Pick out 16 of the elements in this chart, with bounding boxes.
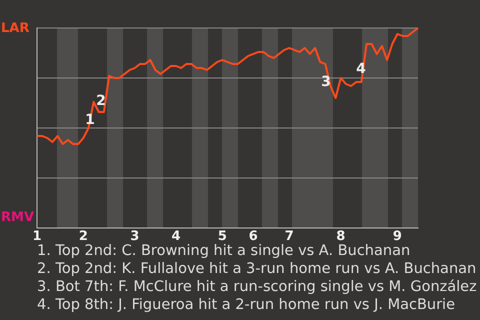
text: 3. Bot 7th: F. McClure hit a run-scoring single vs M. González <box>37 278 477 296</box>
x-tick-label: 7 <box>284 229 294 244</box>
x-tick-label: 2 <box>78 229 88 244</box>
text: 4. Top 8th: J. Figueroa hit a 2-run home run vs J. MacBurie <box>37 296 456 314</box>
x-tick-label: 3 <box>130 229 140 244</box>
x-tick-label: 9 <box>392 229 402 244</box>
x-tick-label: 4 <box>171 229 181 244</box>
text: LAR <box>1 21 30 36</box>
x-tick-label: 8 <box>336 229 346 244</box>
text: RMV <box>1 210 34 225</box>
annotation: 2 <box>96 93 106 109</box>
text: 2. Top 2nd: K. Fullalove hit a 3-run home run vs A. Buchanan <box>37 260 477 278</box>
x-tick-label: 5 <box>218 229 227 244</box>
text: 1. Top 2nd: C. Browning hit a single vs A. Buchanan <box>37 242 412 260</box>
x-tick-label: 1 <box>32 229 42 244</box>
x-tick-label: 6 <box>248 229 258 244</box>
